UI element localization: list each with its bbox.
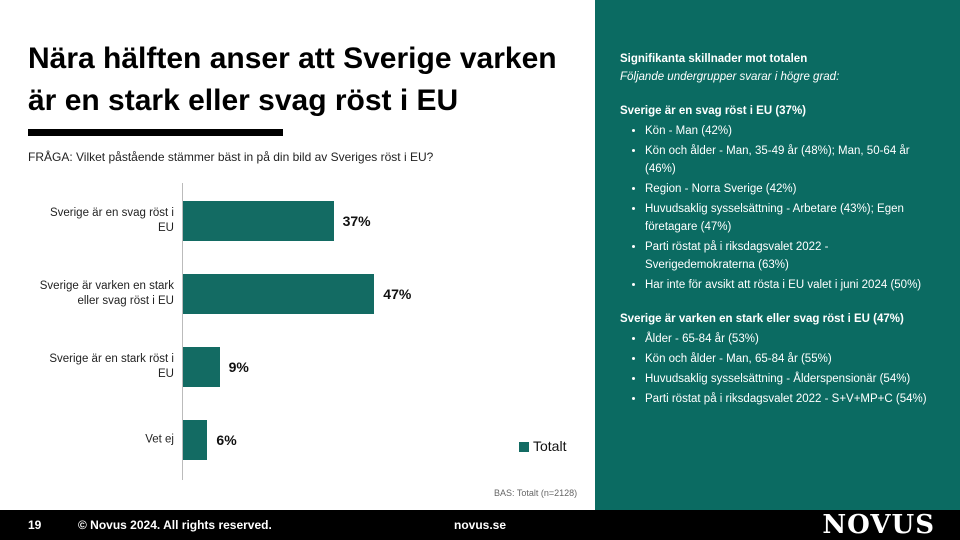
legend-label: Totalt — [533, 438, 567, 454]
panel-subheading: Följande undergrupper svarar i högre gra… — [620, 71, 840, 83]
question: FRÅGA: Vilket påstående stämmer bäst in … — [28, 150, 434, 164]
bullet-item: Kön och ålder - Man, 65-84 år (55%) — [645, 350, 940, 368]
panel-content: Signifikanta skillnader mot totalen Följ… — [620, 50, 940, 424]
value-label: 37% — [342, 213, 371, 229]
bullet-item: Huvudsaklig sysselsättning - Arbetare (4… — [645, 200, 940, 236]
panel-section: Sverige är varken en stark eller svag rö… — [620, 310, 940, 408]
bullet-item: Parti röstat på i riksdagsvalet 2022 - S… — [645, 390, 940, 408]
category-label: Sverige är en stark röst i EU — [49, 353, 174, 380]
copyright: © Novus 2024. All rights reserved. — [78, 518, 272, 532]
bullet-list: Ålder - 65-84 år (53%) Kön och ålder - Ma… — [620, 330, 940, 408]
bullet-item: Ålder - 65-84 år (53%) — [645, 330, 940, 348]
base-note: BAS: Totalt (n=2128) — [494, 488, 578, 498]
bullet-item: Kön och ålder - Man, 35-49 år (48%); Man… — [645, 142, 940, 178]
side-panel: Signifikanta skillnader mot totalen Följ… — [595, 0, 960, 510]
value-label: 47% — [383, 286, 412, 302]
bullet-item: Huvudsaklig sysselsättning - Ålderspensi… — [645, 370, 940, 388]
plot: Sverige är en svag röst i EU 37% Sverige ä… — [39, 201, 412, 460]
site: novus.se — [454, 518, 507, 532]
page-number: 19 — [28, 518, 42, 532]
bullet-item: Parti röstat på i riksdagsvalet 2022 - S… — [645, 238, 940, 274]
bullet-item: Region - Norra Sverige (42%) — [645, 180, 940, 198]
logo: NOVUS — [822, 510, 935, 540]
title-rule — [28, 129, 283, 136]
value-label: 9% — [228, 359, 249, 375]
section-title: Sverige är en svag röst i EU (37%) — [620, 105, 806, 117]
bar — [183, 274, 375, 314]
category-label: Sverige är varken en stark eller svag rö… — [39, 280, 174, 307]
bar — [183, 201, 334, 241]
bullet-item: Har inte för avsikt att rösta i EU valet… — [645, 276, 940, 294]
panel-section: Sverige är en svag röst i EU (37%) Kön - … — [620, 102, 940, 294]
bullet-list: Kön - Man (42%) Kön och ålder - Man, 35-4… — [620, 122, 940, 294]
bar — [183, 420, 208, 460]
section-title: Sverige är varken en stark eller svag rö… — [620, 313, 904, 325]
category-axis — [182, 183, 183, 480]
bullet-item: Kön - Man (42%) — [645, 122, 940, 140]
legend-swatch — [519, 442, 529, 452]
category-label: Vet ej — [145, 433, 174, 446]
value-label: 6% — [216, 432, 237, 448]
bar — [183, 347, 220, 387]
footer: 19 © Novus 2024. All rights reserved. no… — [0, 510, 960, 540]
chart-title: Nära hälften anser att Sverige varken är… — [28, 42, 557, 117]
panel-heading: Signifikanta skillnader mot totalen — [620, 53, 808, 65]
category-label: Sverige är en svag röst i EU — [49, 207, 174, 234]
panel-sections: Sverige är en svag röst i EU (37%) Kön - … — [620, 102, 940, 408]
